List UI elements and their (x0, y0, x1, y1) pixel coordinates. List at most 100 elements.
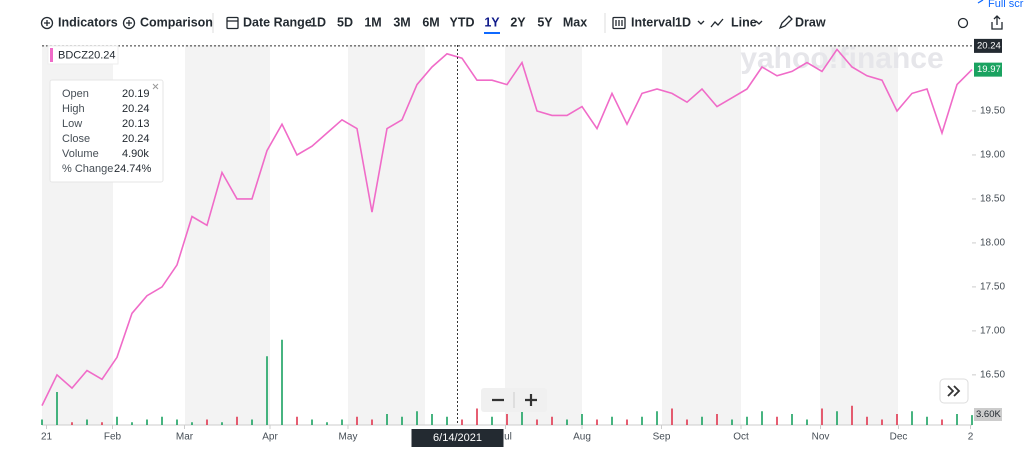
toolbar-button[interactable]: Interval (631, 15, 675, 29)
volume-bar (296, 416, 298, 425)
toolbar-button[interactable]: Full screen (988, 0, 1024, 10)
range-button[interactable]: 5Y (537, 15, 553, 29)
volume-bar (896, 414, 898, 425)
volume-bar (671, 408, 673, 425)
price-line (41, 48, 973, 406)
x-tick-label: Sep (653, 432, 671, 443)
icon (710, 18, 724, 28)
range-button[interactable]: 1Y (484, 15, 500, 29)
x-tick-label: Nov (812, 432, 830, 443)
icon (44, 20, 50, 26)
toolbar-button[interactable]: Indicators (58, 15, 118, 29)
volume-bar (41, 419, 43, 425)
tooltip-close (152, 83, 159, 90)
range-button[interactable]: 1D (310, 15, 326, 29)
y-tick-label: 18.50 (980, 194, 1005, 205)
volume-bar (311, 419, 313, 425)
y-tick-label: 19.00 (980, 150, 1005, 161)
last-price-box (974, 62, 1002, 77)
tooltip-value: 4.90k (122, 148, 149, 160)
toolbar-icons (40, 0, 1003, 30)
volume-bar (971, 415, 973, 425)
volume-bar (506, 414, 508, 425)
volume-bar (686, 419, 688, 425)
range-button[interactable]: 2Y (510, 15, 526, 29)
legend-box (47, 45, 119, 65)
icon (697, 20, 763, 25)
toolbar-button[interactable]: 1D (675, 15, 691, 29)
volume-bar (431, 414, 433, 425)
toolbar-button[interactable]: Draw (795, 15, 826, 29)
range-button[interactable]: 3M (393, 15, 410, 29)
tooltip-label: Low (62, 118, 82, 130)
legend-swatch (50, 48, 53, 62)
volume-bar (386, 414, 388, 425)
toolbar-button[interactable]: Date Range (243, 15, 312, 29)
x-tick-label: Oct (733, 432, 749, 443)
toolbar-button[interactable]: Line (731, 15, 757, 29)
volume-bar (776, 416, 778, 425)
volume-bar (536, 419, 538, 425)
range-button[interactable]: 1M (364, 15, 381, 29)
tooltip-value: 20.19 (122, 88, 150, 100)
volume-bar (746, 416, 748, 425)
volume-bar (491, 416, 493, 425)
volume-bar (836, 411, 838, 425)
band (348, 45, 425, 425)
tooltip-value: 20.24 (122, 133, 150, 145)
band (185, 45, 270, 425)
volume-bar (146, 419, 148, 425)
x-tick-label: Dec (890, 432, 908, 443)
range-button[interactable]: 5D (337, 15, 353, 29)
volume-bar (791, 414, 793, 425)
month-bands (42, 45, 898, 425)
volume-bar (701, 416, 703, 425)
volume-bar (131, 422, 133, 425)
icon (122, 16, 136, 30)
volume-readout-box (974, 408, 1002, 421)
toolbar-button[interactable]: Comparison (140, 15, 213, 29)
volume-bar (821, 408, 823, 425)
tooltip-label: % Change (62, 163, 113, 175)
crosshair-price: 20.24 (977, 40, 1001, 51)
volume-bar (581, 414, 583, 425)
x-tick-label: 2 (968, 432, 974, 443)
crosshair-date-box (411, 429, 504, 447)
icon (226, 16, 239, 30)
range-button[interactable]: 6M (422, 15, 439, 29)
icon (957, 17, 969, 29)
tooltip-value: 24.74% (114, 163, 152, 175)
volume-bar (116, 416, 118, 425)
volume-bar (371, 419, 373, 425)
volume-bar (56, 392, 58, 425)
range-button[interactable]: YTD (450, 15, 475, 29)
volume-bar (551, 416, 553, 425)
plot: 16.50 17.00 17.50 18.00 18.50 19.00 19.50 21 Feb… (41, 38, 1005, 447)
icon (126, 20, 132, 26)
volume-bar (716, 414, 718, 425)
tooltip-box (49, 79, 164, 183)
volume-bar (191, 422, 193, 425)
volume-bar (401, 416, 403, 425)
tooltip-label: High (62, 103, 85, 115)
volume-bar (656, 411, 658, 425)
volume-bar (176, 419, 178, 425)
x-tick-label: Aug (573, 432, 591, 443)
volume-bar (416, 411, 418, 425)
volume-bar (596, 419, 598, 425)
y-tick-label: 19.50 (980, 106, 1005, 117)
tooltip-label: Close (62, 133, 90, 145)
volume-readout: 3.60K (976, 409, 1001, 420)
volume-bar (236, 416, 238, 425)
volume-bar (266, 356, 268, 425)
x-tick-label: Jul (499, 432, 512, 443)
icon (977, 0, 984, 4)
y-tick-label: 17.00 (980, 326, 1005, 337)
icon (991, 15, 1003, 30)
range-button[interactable]: Max (563, 15, 587, 29)
volume-bar (761, 411, 763, 425)
volume-bar (356, 416, 358, 425)
volume-bar (221, 422, 223, 425)
tooltip-value: 20.24 (122, 103, 150, 115)
